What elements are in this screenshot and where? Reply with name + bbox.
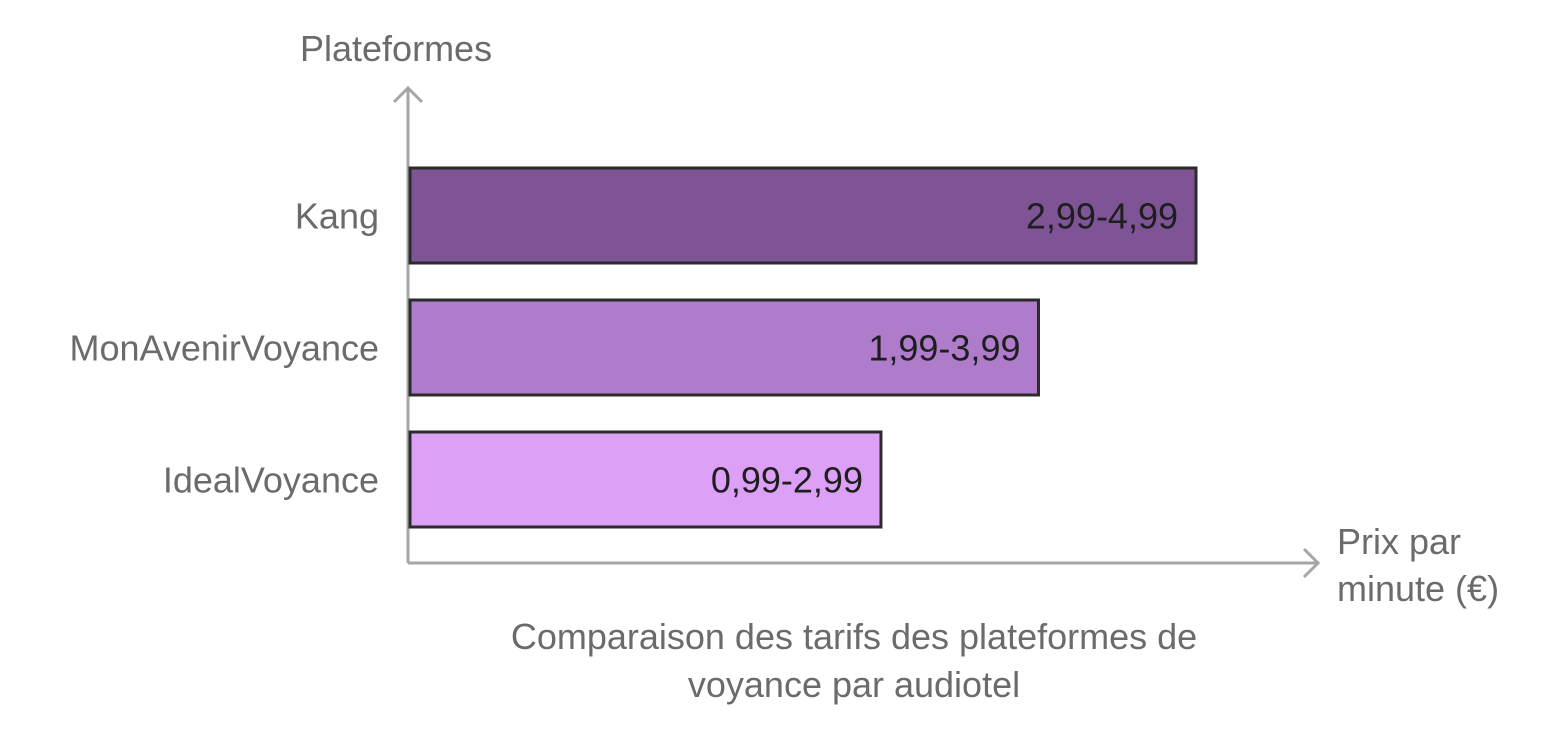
bar-value-label: 1,99-3,99 — [868, 328, 1020, 369]
bar-idealvoyance — [408, 430, 883, 529]
x-axis-title-line-2: minute (€) — [1337, 568, 1499, 609]
x-axis — [408, 547, 1321, 579]
chart-title-line-2: voyance par audiotel — [688, 664, 1020, 705]
y-axis-title: Plateformes — [300, 28, 492, 69]
x-axis-title-line-1: Prix par — [1337, 521, 1461, 562]
category-label: MonAvenirVoyance — [69, 328, 379, 369]
y-axis-arrow-icon — [392, 85, 424, 104]
bar-value-label: 0,99-2,99 — [711, 460, 863, 501]
category-label: Kang — [295, 196, 379, 237]
chart-title-line-1: Comparaison des tarifs des plateformes d… — [511, 616, 1197, 657]
y-axis — [392, 85, 424, 563]
bar-value-label: 2,99-4,99 — [1026, 196, 1178, 237]
bar-monavenirvoyance — [408, 298, 1040, 397]
x-axis-arrow-icon — [1302, 547, 1321, 579]
bar-kang — [408, 166, 1198, 265]
bars-group: 2,99-4,99 Kang 1,99-3,99 MonAvenirVoyance 0,… — [69, 166, 1198, 529]
category-label: IdealVoyance — [163, 460, 379, 501]
